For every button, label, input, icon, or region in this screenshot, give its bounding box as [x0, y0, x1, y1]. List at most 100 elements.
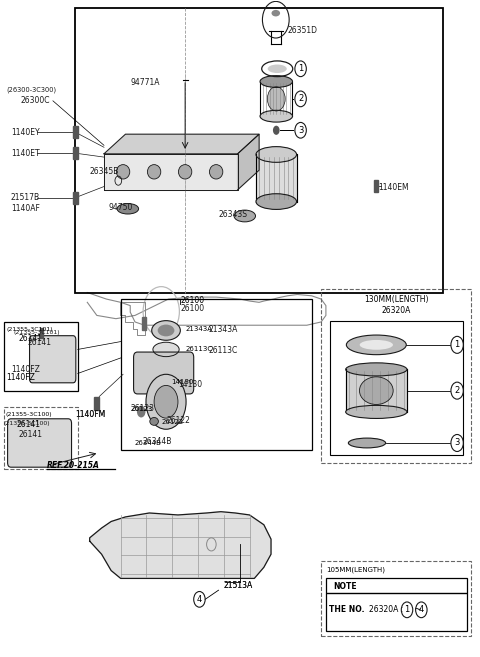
Ellipse shape [256, 147, 297, 162]
Text: THE NO.: THE NO. [329, 605, 364, 614]
FancyBboxPatch shape [133, 352, 194, 394]
Circle shape [273, 125, 280, 135]
Ellipse shape [272, 10, 280, 16]
Text: 26123: 26123 [130, 405, 154, 413]
Text: REF.20-215A: REF.20-215A [47, 461, 100, 470]
Text: 21343A: 21343A [185, 326, 212, 332]
Ellipse shape [116, 165, 130, 179]
Text: 26320A: 26320A [382, 306, 411, 315]
Text: 26100: 26100 [180, 304, 204, 313]
Text: 1140FZ: 1140FZ [11, 365, 40, 374]
Text: 94771A: 94771A [130, 78, 160, 87]
Ellipse shape [153, 342, 179, 357]
Bar [4, 407, 78, 469]
Text: 26351D: 26351D [288, 26, 318, 35]
Bar [75, 8, 443, 292]
Ellipse shape [360, 340, 393, 350]
Text: 26100: 26100 [180, 296, 204, 305]
Text: 26123: 26123 [130, 406, 153, 412]
Text: 26344B: 26344B [135, 440, 162, 446]
Text: 26141: 26141 [18, 334, 42, 344]
Ellipse shape [268, 64, 287, 73]
Text: 26141: 26141 [17, 420, 41, 428]
Ellipse shape [267, 87, 285, 111]
Text: 1: 1 [455, 340, 460, 350]
Text: 26344B: 26344B [142, 436, 171, 445]
Text: 1140ET: 1140ET [11, 148, 39, 158]
Polygon shape [90, 512, 271, 578]
Text: 1140FM: 1140FM [75, 411, 106, 419]
Text: 130MM(LENGTH): 130MM(LENGTH) [364, 294, 429, 304]
Bar [73, 147, 78, 159]
Text: (21355-3C101): (21355-3C101) [13, 330, 60, 335]
Bar [39, 328, 43, 338]
Text: 1140EM: 1140EM [378, 183, 409, 193]
Text: 3: 3 [455, 438, 460, 447]
Bar [120, 299, 312, 449]
Text: (21355-3C100): (21355-3C100) [4, 421, 50, 426]
Text: 26113C: 26113C [185, 346, 212, 352]
Polygon shape [104, 154, 238, 190]
Text: 21513A: 21513A [223, 581, 252, 590]
Ellipse shape [260, 76, 292, 87]
Text: 21517B: 21517B [11, 193, 40, 202]
Text: 4: 4 [197, 595, 202, 604]
Text: NOTE: NOTE [333, 582, 357, 591]
Ellipse shape [179, 165, 192, 179]
Bar [95, 397, 99, 409]
Text: (26300-3C300): (26300-3C300) [6, 87, 56, 93]
Circle shape [154, 386, 178, 418]
Text: ~: ~ [414, 605, 422, 615]
Text: (21355-3C101): (21355-3C101) [6, 327, 53, 332]
Text: 4: 4 [419, 605, 424, 614]
Bar [73, 192, 78, 204]
Text: 26343S: 26343S [218, 210, 248, 219]
Bar [321, 289, 471, 463]
Text: 1140FZ: 1140FZ [6, 373, 35, 382]
Bar [73, 126, 78, 138]
Text: 94750: 94750 [109, 203, 133, 212]
Circle shape [137, 406, 145, 417]
Ellipse shape [256, 194, 297, 210]
Ellipse shape [260, 110, 292, 122]
Ellipse shape [150, 417, 158, 425]
Ellipse shape [348, 438, 385, 448]
Text: 1140EY: 1140EY [11, 127, 39, 137]
Text: 2: 2 [298, 95, 303, 103]
Text: (21355-3C100): (21355-3C100) [5, 413, 52, 417]
Text: 26141: 26141 [28, 338, 52, 348]
Ellipse shape [117, 204, 139, 214]
Text: 14130: 14130 [171, 379, 193, 385]
Polygon shape [346, 369, 407, 412]
Text: 21343A: 21343A [209, 325, 239, 334]
Text: 14130: 14130 [178, 380, 202, 388]
Bar [4, 322, 78, 391]
Bar [326, 578, 467, 631]
Polygon shape [256, 154, 297, 202]
Polygon shape [104, 134, 259, 154]
Ellipse shape [152, 321, 180, 340]
Text: 26122: 26122 [161, 419, 183, 425]
Text: 1: 1 [405, 605, 409, 614]
Text: 26345B: 26345B [90, 167, 119, 176]
Bar [321, 560, 471, 636]
FancyBboxPatch shape [8, 419, 72, 467]
Text: 26141: 26141 [18, 430, 42, 439]
Text: 26113C: 26113C [209, 346, 238, 355]
Ellipse shape [346, 405, 407, 419]
FancyBboxPatch shape [30, 336, 76, 383]
Text: 1: 1 [298, 64, 303, 74]
Ellipse shape [209, 165, 223, 179]
Polygon shape [238, 134, 259, 190]
Ellipse shape [157, 325, 174, 336]
Bar [373, 180, 378, 192]
Bar [330, 321, 463, 455]
Ellipse shape [234, 210, 255, 222]
Text: 26300C: 26300C [21, 97, 50, 105]
Text: 105MM(LENGTH): 105MM(LENGTH) [326, 566, 385, 573]
Text: 1140AF: 1140AF [11, 204, 40, 214]
Text: 3: 3 [298, 125, 303, 135]
Text: 1140FM: 1140FM [75, 411, 106, 419]
Ellipse shape [347, 335, 406, 355]
Circle shape [146, 374, 186, 429]
